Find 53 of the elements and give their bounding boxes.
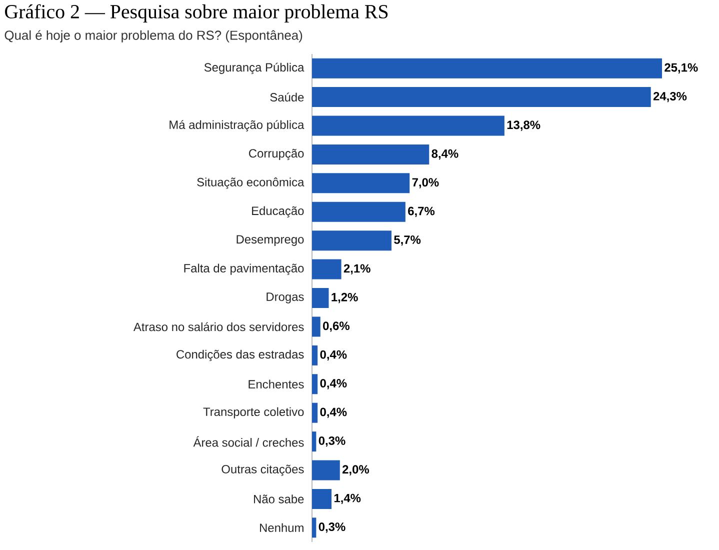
bar: [312, 259, 342, 280]
bar: [312, 173, 410, 194]
chart-title: Gráfico 2 — Pesquisa sobre maior problema RS: [5, 4, 388, 22]
bar: [312, 488, 332, 509]
data-label: 1,2%: [332, 292, 358, 304]
y-tick-label: Área social / creches: [193, 436, 304, 447]
data-label: 6,7%: [408, 206, 435, 217]
data-label: 0,6%: [323, 322, 350, 332]
y-tick-label: Falta de pavimentação: [184, 264, 304, 275]
y-tick-label: Não sabe: [254, 494, 304, 504]
y-tick-label: Drogas: [266, 292, 304, 304]
bar: [312, 374, 318, 394]
y-tick-label: Corrupção: [249, 148, 304, 160]
y-tick-label: Nenhum: [260, 523, 304, 532]
y-tick-label: Segurança Pública: [204, 62, 304, 74]
bar: [312, 345, 318, 366]
data-label: 0,3%: [318, 522, 346, 533]
y-tick-label: Má administração pública: [170, 120, 304, 132]
bar: [312, 518, 316, 538]
y-tick-label: Saúde: [270, 92, 304, 102]
text: Qual é hoje o maior problema do RS? (Espontânea): [4, 30, 302, 42]
data-label: 0,4%: [320, 379, 347, 390]
bar: [312, 460, 340, 480]
data-label: 0,3%: [318, 436, 346, 447]
y-tick-label: Transporte coletivo: [203, 407, 304, 418]
bar: [312, 316, 320, 337]
data-label: 8,4%: [432, 149, 458, 160]
bar: [312, 87, 651, 108]
y-tick-label: Outras citações: [222, 464, 304, 476]
data-label: 7,0%: [412, 178, 439, 188]
bar: [312, 288, 329, 308]
bar: [312, 432, 316, 452]
y-tick-label: Enchentes: [248, 380, 304, 389]
data-label: 2,1%: [344, 264, 370, 274]
data-label: 13,8%: [507, 120, 540, 131]
y-tick-label: Situação econômica: [197, 178, 304, 189]
data-label: 2,0%: [342, 465, 370, 476]
y-tick-label: Atraso no salário dos servidores: [133, 322, 304, 332]
y-tick-label: Condições das estradas: [176, 350, 304, 362]
y-tick-label: Desemprego: [236, 235, 304, 246]
bar: [312, 402, 318, 423]
data-label: 24,3%: [653, 92, 687, 102]
bar: [312, 230, 392, 251]
bar: [312, 58, 662, 78]
y-tick-label: Educação: [252, 206, 304, 218]
data-label: 0,4%: [320, 408, 347, 418]
data-label: 25,1%: [664, 63, 698, 74]
data-label: 5,7%: [394, 236, 421, 246]
bar: [312, 202, 406, 222]
data-label: 1,4%: [334, 494, 361, 504]
data-label: 0,4%: [320, 350, 347, 361]
bar: [312, 116, 504, 136]
bar: [312, 144, 430, 164]
